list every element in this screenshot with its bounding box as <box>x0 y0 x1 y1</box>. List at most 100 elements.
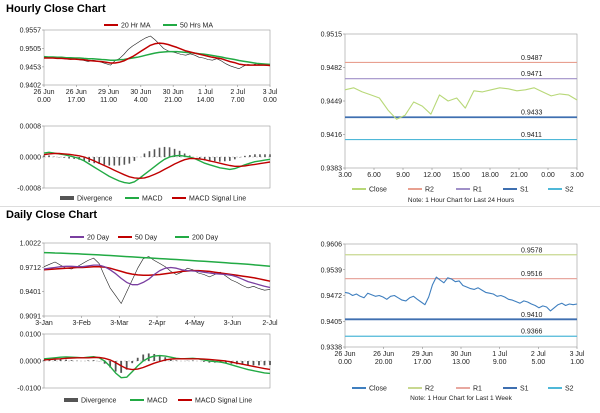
daily_levels-xtick-label: 29 Jun <box>412 351 433 358</box>
daily-macd-ytick-label: 0.0100 <box>20 332 42 339</box>
daily-macd-legend-label: MACD <box>147 398 168 405</box>
hourly-price-ytick-label: 0.9557 <box>20 28 42 35</box>
daily_levels-close-line <box>344 276 578 312</box>
hourly_levels-close-line <box>344 87 578 120</box>
hourly-price-xtick-label: 1 Jul <box>198 89 213 96</box>
daily_levels-ytick-label: 0.9405 <box>321 319 343 326</box>
hourly_levels-ytick-label: 0.9416 <box>321 132 343 139</box>
hourly-price-ytick-label: 0.9402 <box>20 83 42 90</box>
daily-50day-ma-line <box>43 265 271 282</box>
hourly-macd-ytick-label: 0.0000 <box>20 155 42 162</box>
daily_levels-xtick-label: 1 Jul <box>492 351 507 358</box>
hourly_levels-xtick-label: 3.00 <box>570 172 584 179</box>
hourly_levels-ytick-label: 0.9449 <box>321 99 343 106</box>
hourly_levels-level-r2-label: 0.9487 <box>521 55 543 62</box>
hourly_levels-xtick-label: 12.00 <box>423 172 441 179</box>
daily-price-ytick-label: 0.9401 <box>20 289 42 296</box>
hourly-price-xtick-label: 14.00 <box>197 97 215 104</box>
hourly-price-xtick-label: 3 Jul <box>263 89 278 96</box>
daily_levels-level-s1-label: 0.9410 <box>521 312 543 319</box>
daily-price-ytick-label: 1.0022 <box>20 241 42 248</box>
daily-price-ytick-label: 0.9091 <box>20 314 42 321</box>
daily_levels-xtick-label: 30 Jun <box>450 351 471 358</box>
daily-price-ytick-label: 0.9712 <box>20 265 42 272</box>
daily_levels-xtick-label: 26 Jun <box>334 351 355 358</box>
daily-price-xtick-label: 3-Feb <box>73 320 91 327</box>
hourly_levels-xtick-label: 21.00 <box>510 172 528 179</box>
hourly_levels-legend-label: S2 <box>565 187 574 194</box>
daily-macd-ytick-label: 0.0000 <box>20 359 42 366</box>
daily_levels-ytick-label: 0.9539 <box>321 267 343 274</box>
hourly_levels-legend-label: Close <box>369 187 387 194</box>
daily-macd-line <box>43 354 271 379</box>
daily-macd-ytick-label: -0.0100 <box>17 386 41 393</box>
daily_levels-xtick-label: 17.00 <box>414 359 432 366</box>
daily-price-legend-label: 20 Day <box>87 235 110 242</box>
daily_levels-xtick-label: 13.00 <box>452 359 470 366</box>
hourly-macd-ytick-label: -0.0008 <box>17 186 41 193</box>
hourly_levels-xtick-label: 9.00 <box>396 172 410 179</box>
daily-price-xtick-label: 3-Mar <box>110 320 129 327</box>
daily_levels-level-s2-label: 0.9366 <box>521 329 543 336</box>
daily-macd-legend-label: MACD Signal Line <box>195 398 252 405</box>
hourly_levels-legend-label: R1 <box>473 187 482 194</box>
daily_levels-legend-label: S1 <box>520 386 529 393</box>
hourly_levels-legend-label: S1 <box>520 187 529 194</box>
hourly_levels-note: Note: 1 Hour Chart for Last 24 Hours <box>408 197 515 204</box>
hourly-price-xtick-label: 0.00 <box>263 97 277 104</box>
hourly-price-xtick-label: 30 Jun <box>130 89 151 96</box>
daily_levels-note: Note: 1 Hour Chart for Last 1 Week <box>410 395 513 402</box>
hourly-20hr-ma-line <box>44 42 271 67</box>
hourly-price-xtick-label: 11.00 <box>100 97 117 104</box>
daily-price-legend-label: 200 Day <box>192 235 219 242</box>
daily-price-xtick-label: 3-Jan <box>35 320 53 327</box>
hourly-50hr-ma-line <box>43 50 271 66</box>
daily_levels-xtick-label: 2 Jul <box>531 351 546 358</box>
daily_levels-legend-label: R2 <box>425 386 434 393</box>
hourly-price-legend-label: 50 Hrs MA <box>180 23 213 30</box>
daily_levels-ytick-label: 0.9472 <box>321 293 343 300</box>
hourly-price-xtick-label: 4.00 <box>134 97 148 104</box>
daily-price-xtick-label: 4-May <box>185 320 205 327</box>
hourly_levels-level-s2-label: 0.9411 <box>521 132 542 139</box>
hourly-price-xtick-label: 30 Jun <box>163 89 184 96</box>
daily_levels-xtick-label: 1.00 <box>570 359 584 366</box>
hourly_levels-xtick-label: 0.00 <box>541 172 555 179</box>
daily-price-legend-label: 50 Day <box>135 235 158 242</box>
hourly-price-ytick-label: 0.9453 <box>20 64 42 71</box>
daily-200day-ma-line <box>43 251 271 267</box>
hourly-price-xtick-label: 7.00 <box>231 97 245 104</box>
hourly-price-xtick-label: 26 Jun <box>66 89 87 96</box>
hourly_levels-legend-label: R2 <box>425 187 434 194</box>
hourly-macd-legend-label: MACD Signal Line <box>189 196 246 203</box>
daily_levels-level-r1-label: 0.9516 <box>521 271 543 278</box>
hourly_levels-ytick-label: 0.9383 <box>321 166 343 173</box>
hourly_levels-xtick-label: 18.00 <box>481 172 499 179</box>
daily_levels-ytick-label: 0.9606 <box>321 242 343 249</box>
daily_levels-legend-label: Close <box>369 386 387 393</box>
hourly-macd-legend-label: Divergence <box>77 196 113 203</box>
hourly_levels-xtick-label: 3.00 <box>338 172 352 179</box>
hourly_levels-level-s1-label: 0.9433 <box>521 110 543 117</box>
hourly-price-ytick-label: 0.9505 <box>20 46 42 53</box>
hourly_levels-xtick-label: 6.00 <box>367 172 381 179</box>
daily-price-line <box>43 256 271 304</box>
daily-20day-ma-line <box>43 264 271 289</box>
daily_levels-legend-label: R1 <box>473 386 482 393</box>
hourly-price-xtick-label: 2 Jul <box>230 89 245 96</box>
hourly-macd-legend-label: MACD <box>142 196 163 203</box>
daily-price-xtick-label: 2-Apr <box>148 320 166 327</box>
hourly-price-xtick-label: 26 Jun <box>33 89 54 96</box>
hourly_levels-ytick-label: 0.9482 <box>321 65 343 72</box>
hourly-price-legend-label: 20 Hr MA <box>121 23 151 30</box>
hourly-macd-signal-line <box>43 152 271 180</box>
daily_levels-xtick-label: 5.00 <box>532 359 546 366</box>
daily_levels-ytick-label: 0.9338 <box>321 345 343 352</box>
daily-macd-signal-line <box>43 356 271 371</box>
daily_levels-xtick-label: 9.00 <box>493 359 507 366</box>
daily_levels-xtick-label: 3 Jul <box>570 351 585 358</box>
daily-price-xtick-label: 2-Jul <box>262 320 278 327</box>
hourly-macd-line <box>43 151 271 185</box>
daily_levels-legend-label: S2 <box>565 386 574 393</box>
